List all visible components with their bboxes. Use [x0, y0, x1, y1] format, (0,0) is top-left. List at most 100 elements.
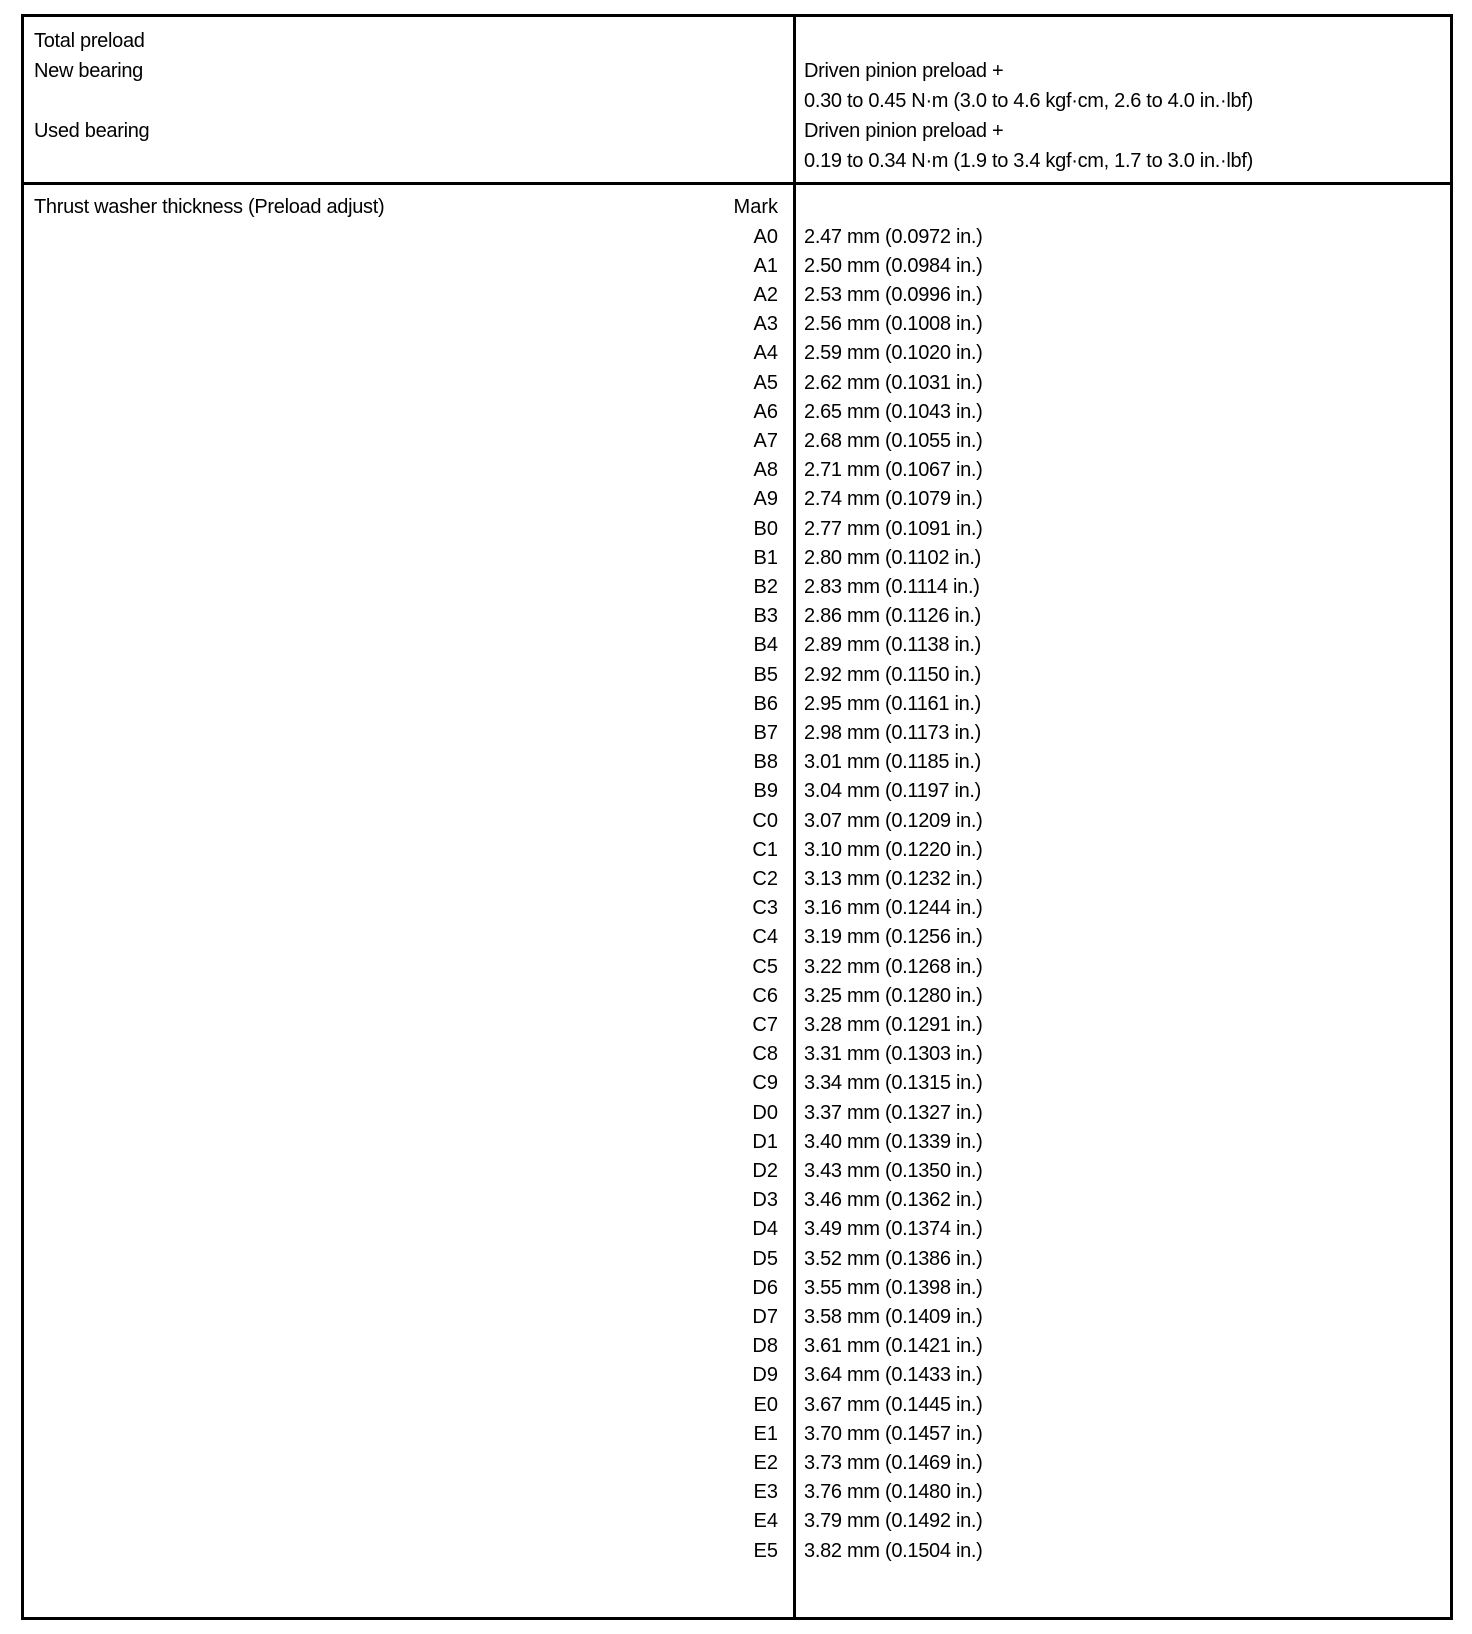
washer-thickness-value: 3.22 mm (0.1268 in.) [804, 955, 983, 978]
column-divider [793, 17, 796, 1617]
washer-thickness-value: 2.83 mm (0.1114 in.) [804, 575, 980, 598]
washer-thickness-value: 2.74 mm (0.1079 in.) [804, 488, 983, 511]
washer-mark: C8 [752, 1043, 778, 1066]
washer-mark: E4 [753, 1510, 778, 1533]
washer-thickness-value: 2.50 mm (0.0984 in.) [804, 254, 983, 277]
washer-mark: E5 [753, 1539, 778, 1562]
washer-thickness-value: 2.71 mm (0.1067 in.) [804, 459, 983, 482]
washer-mark: E1 [753, 1422, 778, 1445]
washer-mark: C0 [752, 809, 778, 832]
washer-mark: A2 [753, 283, 778, 306]
washer-mark: C7 [752, 1013, 778, 1036]
washer-mark: D8 [752, 1335, 778, 1358]
washer-thickness-value: 3.01 mm (0.1185 in.) [804, 751, 982, 774]
washer-mark: E2 [753, 1451, 778, 1474]
washer-thickness-value: 2.89 mm (0.1138 in.) [804, 634, 982, 657]
washer-mark: C6 [752, 984, 778, 1007]
washer-thickness-value: 2.65 mm (0.1043 in.) [804, 400, 983, 423]
washer-mark: A7 [753, 429, 778, 452]
washer-thickness-value: 3.52 mm (0.1386 in.) [804, 1247, 983, 1270]
washer-thickness-value: 3.37 mm (0.1327 in.) [804, 1101, 983, 1124]
washer-mark: C9 [752, 1072, 778, 1095]
washer-mark: D2 [752, 1159, 778, 1182]
washer-thickness-value: 2.92 mm (0.1150 in.) [804, 663, 982, 686]
washer-mark: D7 [752, 1305, 778, 1328]
washer-thickness-value: 3.04 mm (0.1197 in.) [804, 780, 982, 803]
washer-thickness-value: 2.53 mm (0.0996 in.) [804, 283, 983, 306]
washer-thickness-value: 2.68 mm (0.1055 in.) [804, 429, 983, 452]
washer-thickness-value: 3.07 mm (0.1209 in.) [804, 809, 983, 832]
washer-mark: A1 [753, 254, 778, 277]
washer-mark: C4 [752, 926, 778, 949]
washer-mark: E3 [753, 1481, 778, 1504]
washer-thickness-value: 3.82 mm (0.1504 in.) [804, 1539, 983, 1562]
new-bearing-value-line2: 0.30 to 0.45 N·m (3.0 to 4.6 kgf·cm, 2.6… [804, 90, 1253, 112]
washer-thickness-value: 3.67 mm (0.1445 in.) [804, 1393, 983, 1416]
washer-mark: A4 [753, 342, 778, 365]
washer-mark: C2 [752, 867, 778, 890]
washer-thickness-value: 2.62 mm (0.1031 in.) [804, 371, 983, 394]
washer-thickness-value: 3.46 mm (0.1362 in.) [804, 1189, 983, 1212]
washer-mark: A8 [753, 459, 778, 482]
washer-mark: B8 [753, 751, 778, 774]
washer-mark: B6 [753, 692, 778, 715]
washer-thickness-value: 2.56 mm (0.1008 in.) [804, 313, 983, 336]
washer-thickness-value: 3.40 mm (0.1339 in.) [804, 1130, 983, 1153]
washer-mark: A5 [753, 371, 778, 394]
washer-mark: C5 [752, 955, 778, 978]
washer-thickness-value: 3.64 mm (0.1433 in.) [804, 1364, 983, 1387]
washer-thickness-value: 3.58 mm (0.1409 in.) [804, 1305, 983, 1328]
washer-thickness-value: 3.73 mm (0.1469 in.) [804, 1451, 983, 1474]
new-bearing-label: New bearing [34, 60, 143, 82]
washer-thickness-value: 3.55 mm (0.1398 in.) [804, 1276, 983, 1299]
washer-mark: D6 [752, 1276, 778, 1299]
washer-mark: C1 [752, 838, 778, 861]
washer-mark: B9 [753, 780, 778, 803]
new-bearing-value-line1: Driven pinion preload + [804, 60, 1004, 82]
washer-thickness-value: 3.16 mm (0.1244 in.) [804, 897, 983, 920]
washer-mark: D1 [752, 1130, 778, 1153]
washer-thickness-value: 3.43 mm (0.1350 in.) [804, 1159, 983, 1182]
washer-thickness-value: 3.79 mm (0.1492 in.) [804, 1510, 983, 1533]
washer-thickness-value: 2.59 mm (0.1020 in.) [804, 342, 983, 365]
washer-thickness-value: 3.19 mm (0.1256 in.) [804, 926, 983, 949]
washer-thickness-value: 3.28 mm (0.1291 in.) [804, 1013, 983, 1036]
washer-mark: B7 [753, 721, 778, 744]
washer-thickness-value: 3.34 mm (0.1315 in.) [804, 1072, 983, 1095]
spec-table: Total preload New bearing Used bearing D… [21, 14, 1453, 1620]
washer-mark: D3 [752, 1189, 778, 1212]
washer-mark: A9 [753, 488, 778, 511]
used-bearing-value-line1: Driven pinion preload + [804, 120, 1004, 142]
washer-mark: B0 [753, 517, 778, 540]
washer-mark: D4 [752, 1218, 778, 1241]
washer-thickness-value: 3.25 mm (0.1280 in.) [804, 984, 983, 1007]
washer-mark: B2 [753, 575, 778, 598]
washer-thickness-value: 3.13 mm (0.1232 in.) [804, 867, 983, 890]
washer-mark: A3 [753, 313, 778, 336]
row-divider [24, 182, 1450, 185]
thrust-washer-label: Thrust washer thickness (Preload adjust) [34, 196, 385, 218]
washer-thickness-value: 2.47 mm (0.0972 in.) [804, 225, 983, 248]
washer-mark: D9 [752, 1364, 778, 1387]
washer-mark: D5 [752, 1247, 778, 1270]
washer-mark: B1 [753, 546, 778, 569]
washer-thickness-value: 3.61 mm (0.1421 in.) [804, 1335, 983, 1358]
washer-thickness-value: 3.10 mm (0.1220 in.) [804, 838, 983, 861]
washer-mark: A6 [753, 400, 778, 423]
washer-thickness-value: 3.76 mm (0.1480 in.) [804, 1481, 983, 1504]
washer-thickness-value: 3.49 mm (0.1374 in.) [804, 1218, 983, 1241]
washer-thickness-value: 2.95 mm (0.1161 in.) [804, 692, 982, 715]
washer-thickness-value: 2.98 mm (0.1173 in.) [804, 721, 982, 744]
used-bearing-value-line2: 0.19 to 0.34 N·m (1.9 to 3.4 kgf·cm, 1.7… [804, 150, 1253, 172]
washer-mark: E0 [753, 1393, 778, 1416]
used-bearing-label: Used bearing [34, 120, 150, 142]
washer-thickness-value: 2.80 mm (0.1102 in.) [804, 546, 982, 569]
washer-thickness-value: 2.86 mm (0.1126 in.) [804, 605, 982, 628]
washer-mark: B3 [753, 605, 778, 628]
washer-thickness-value: 3.31 mm (0.1303 in.) [804, 1043, 983, 1066]
washer-mark: D0 [752, 1101, 778, 1124]
washer-mark: C3 [752, 897, 778, 920]
washer-thickness-value: 3.70 mm (0.1457 in.) [804, 1422, 983, 1445]
washer-mark: B5 [753, 663, 778, 686]
total-preload-label: Total preload [34, 30, 145, 52]
